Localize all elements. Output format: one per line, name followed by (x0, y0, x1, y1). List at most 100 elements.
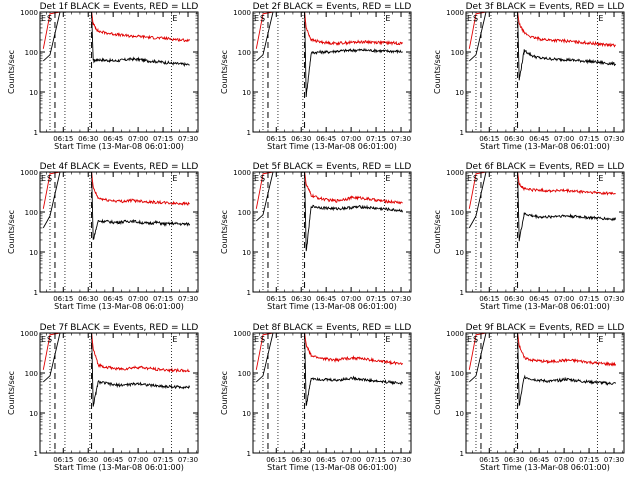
x-axis-label: Start Time (13-Mar-08 06:01:00) (267, 463, 397, 472)
x-tick-label: 07:00 (128, 295, 148, 303)
marker-e-label: E (254, 14, 259, 23)
x-tick-label: 07:30 (604, 295, 624, 303)
x-tick-label: 06:45 (103, 135, 123, 143)
events-series-line (42, 172, 191, 240)
y-tick-label: 1 (460, 450, 464, 458)
x-tick-label: 07:15 (366, 135, 386, 143)
y-tick-label: 10 (455, 410, 464, 418)
y-tick-label: 100 (451, 370, 464, 378)
panel-title: Det 7f BLACK = Events, RED = LLD (40, 323, 199, 333)
events-series-line (42, 333, 191, 407)
y-tick-label: 1 (34, 129, 38, 137)
marker-e-label: E (385, 174, 390, 183)
y-tick-label: 1 (460, 129, 464, 137)
panel-title: Det 9f BLACK = Events, RED = LLD (466, 323, 625, 333)
marker-e-label: E (598, 174, 603, 183)
x-axis-label: Start Time (13-Mar-08 06:01:00) (480, 302, 610, 311)
x-axis-label: Start Time (13-Mar-08 06:01:00) (267, 142, 397, 151)
events-series-line (42, 12, 190, 67)
x-axis-label: Start Time (13-Mar-08 06:01:00) (54, 463, 184, 472)
marker-s-label: S (473, 14, 478, 23)
x-tick-label: 07:00 (128, 456, 148, 464)
events-series-line (255, 12, 403, 98)
y-tick-label: 100 (238, 49, 251, 57)
marker-e-label: E (385, 14, 390, 23)
x-tick-label: 07:15 (153, 456, 173, 464)
series-group (468, 12, 617, 81)
x-tick-label: 06:30 (291, 295, 311, 303)
y-tick-label: 1000 (446, 9, 464, 17)
y-tick-label: 1 (460, 289, 464, 297)
x-axis-label: Start Time (13-Mar-08 06:01:00) (480, 142, 610, 151)
x-tick-label: 06:45 (529, 456, 549, 464)
marker-e-label: E (254, 174, 259, 183)
marker-e-label: E (598, 335, 603, 344)
marker-s-label: S (260, 14, 265, 23)
x-tick-label: 06:30 (504, 456, 524, 464)
x-tick-label: 07:30 (604, 456, 624, 464)
y-axis-label: Counts/sec (220, 210, 229, 254)
y-tick-label: 100 (238, 209, 251, 217)
x-tick-label: 06:15 (479, 135, 499, 143)
detector-panel-7: Det 7f BLACK = Events, RED = LLD 1 10 100 10… (7, 323, 199, 472)
y-tick-label: 1000 (233, 9, 251, 17)
x-tick-label: 07:30 (391, 456, 411, 464)
x-tick-label: 06:45 (103, 295, 123, 303)
y-tick-label: 1 (34, 289, 38, 297)
plot-frame (39, 332, 199, 454)
x-tick-label: 06:15 (266, 295, 286, 303)
x-tick-label: 07:15 (153, 295, 173, 303)
x-tick-label: 06:15 (266, 135, 286, 143)
y-tick-label: 10 (455, 249, 464, 257)
x-tick-label: 07:15 (579, 295, 599, 303)
y-tick-label: 10 (29, 249, 38, 257)
marker-s-label: S (473, 174, 478, 183)
plot-frame (465, 332, 625, 454)
x-tick-label: 07:00 (554, 135, 574, 143)
panel-title: Det 4f BLACK = Events, RED = LLD (40, 162, 199, 172)
series-group (42, 333, 191, 407)
x-tick-label: 06:45 (529, 295, 549, 303)
y-tick-label: 100 (25, 49, 38, 57)
x-tick-label: 06:30 (78, 135, 98, 143)
y-axis-label: Counts/sec (220, 371, 229, 415)
x-tick-label: 06:15 (53, 456, 73, 464)
x-axis-label: Start Time (13-Mar-08 06:01:00) (267, 302, 397, 311)
y-axis-label: Counts/sec (7, 210, 16, 254)
marker-e-label: E (467, 174, 472, 183)
panel-title: Det 6f BLACK = Events, RED = LLD (466, 162, 625, 172)
marker-e-label: E (41, 174, 46, 183)
lld-series-line (468, 333, 617, 370)
x-tick-label: 07:30 (391, 295, 411, 303)
x-tick-label: 06:45 (316, 456, 336, 464)
lld-series-line (42, 172, 190, 209)
detector-panel-6: Det 6f BLACK = Events, RED = LLD 1 10 100 10… (433, 162, 625, 311)
lld-series-line (42, 333, 190, 373)
y-tick-label: 10 (29, 410, 38, 418)
events-series-line (255, 333, 404, 406)
series-group (42, 172, 191, 240)
y-tick-label: 1000 (446, 169, 464, 177)
series-group (255, 12, 404, 98)
x-tick-label: 06:15 (53, 295, 73, 303)
lld-series-line (468, 12, 616, 49)
panel-title: Det 5f BLACK = Events, RED = LLD (253, 162, 412, 172)
x-tick-label: 06:30 (78, 456, 98, 464)
y-axis-label: Counts/sec (7, 50, 16, 94)
events-series-line (468, 12, 617, 81)
x-tick-label: 06:45 (316, 295, 336, 303)
y-tick-label: 1000 (233, 330, 251, 338)
x-tick-label: 06:15 (479, 295, 499, 303)
plot-frame (39, 11, 199, 133)
x-tick-label: 06:30 (504, 135, 524, 143)
series-group (42, 12, 191, 67)
detector-panel-5: Det 5f BLACK = Events, RED = LLD 1 10 100 10… (220, 162, 412, 311)
marker-e-label: E (41, 14, 46, 23)
x-tick-label: 07:00 (128, 135, 148, 143)
plot-frame (465, 11, 625, 133)
y-axis-label: Counts/sec (433, 50, 442, 94)
x-tick-label: 06:30 (504, 295, 524, 303)
series-group (468, 333, 617, 407)
